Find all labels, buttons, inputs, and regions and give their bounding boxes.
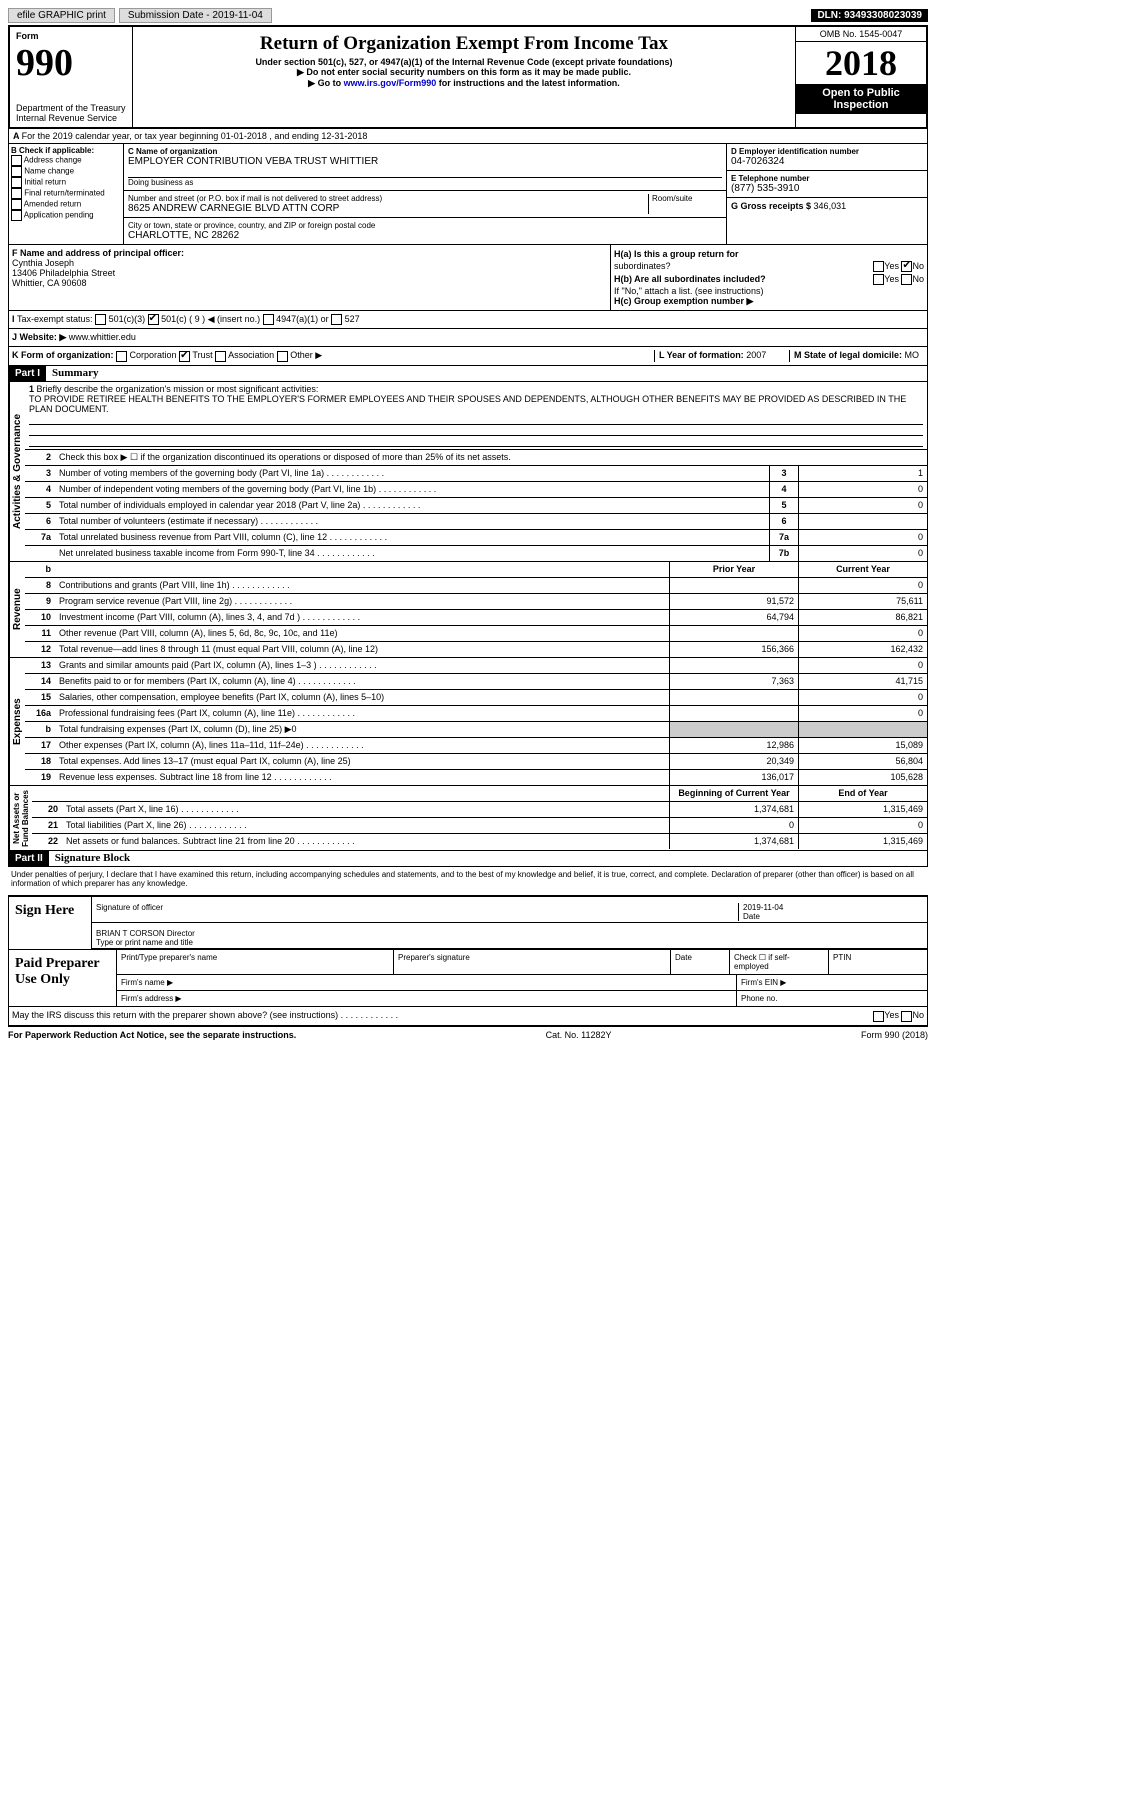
form-header: Form 990 Department of the Treasury Inte… (8, 25, 928, 129)
section-bcd: B Check if applicable: Address change Na… (8, 144, 928, 245)
row-i: I Tax-exempt status: 501(c)(3) 501(c) ( … (8, 311, 928, 329)
row-k: K Form of organization: Corporation Trus… (8, 347, 928, 365)
row-j: J Website: ▶ www.whittier.edu (8, 329, 928, 347)
efile-label[interactable]: efile GRAPHIC print (8, 8, 115, 23)
col-b: B Check if applicable: Address change Na… (9, 144, 124, 244)
row-fh: F Name and address of principal officer:… (8, 245, 928, 311)
year-cell: OMB No. 1545-0047 2018 Open to PublicIns… (795, 27, 926, 127)
footer: For Paperwork Reduction Act Notice, see … (8, 1026, 928, 1043)
subdate: Submission Date - 2019-11-04 (119, 8, 272, 23)
form-title: Return of Organization Exempt From Incom… (137, 33, 791, 55)
may-discuss: May the IRS discuss this return with the… (8, 1007, 928, 1025)
part1-exp: Expenses 13Grants and similar amounts pa… (8, 658, 928, 786)
sign-block: Sign Here Signature of officer2019-11-04… (8, 895, 928, 1007)
part1-ag: Activities & Governance 1 Briefly descri… (8, 382, 928, 562)
col-f: F Name and address of principal officer:… (9, 245, 611, 310)
part2-header: Part IISignature Block (8, 851, 928, 867)
topbar: efile GRAPHIC print Submission Date - 20… (8, 8, 928, 23)
title-cell: Return of Organization Exempt From Incom… (133, 27, 795, 127)
declaration: Under penalties of perjury, I declare th… (8, 867, 928, 891)
dln: DLN: 93493308023039 (811, 9, 928, 22)
row-a: A For the 2019 calendar year, or tax yea… (8, 129, 928, 144)
part1-header: Part ISummary (8, 366, 928, 382)
irs-link[interactable]: www.irs.gov/Form990 (344, 78, 437, 88)
part1-net: Net Assets or Fund Balances Beginning of… (8, 786, 928, 852)
col-d: D Employer identification number04-70263… (726, 144, 927, 244)
form-number: Form 990 Department of the Treasury Inte… (10, 27, 133, 127)
part1-rev: Revenue bPrior YearCurrent Year 8Contrib… (8, 562, 928, 658)
col-h: H(a) Is this a group return for subordin… (611, 245, 927, 310)
col-c: C Name of organizationEMPLOYER CONTRIBUT… (124, 144, 726, 244)
